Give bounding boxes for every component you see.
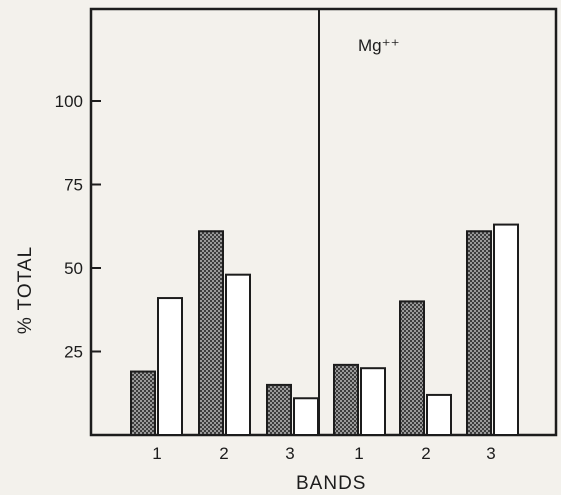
bar-open	[157, 297, 183, 436]
bar-open	[426, 393, 452, 437]
y-tick-label: 50	[64, 259, 83, 278]
bar-hatched	[333, 363, 359, 436]
plot-frame	[89, 7, 558, 437]
x-tick-label: 3	[486, 444, 495, 463]
x-axis-title: BANDS	[296, 473, 366, 494]
panel-annotation: Mg⁺⁺	[358, 36, 400, 55]
bar-open	[493, 223, 519, 436]
bar-hatched	[198, 230, 224, 436]
y-tick-label: 25	[64, 343, 83, 362]
bar-hatched	[399, 300, 425, 436]
bar-open	[293, 397, 319, 437]
y-axis-title: % TOTAL	[15, 246, 36, 334]
x-tick-label: 1	[152, 444, 161, 463]
x-tick-label: 2	[219, 444, 228, 463]
bar-hatched	[466, 230, 492, 436]
bar-hatched	[130, 370, 156, 437]
x-tick-label: 3	[285, 444, 294, 463]
x-tick-label: 1	[354, 444, 363, 463]
bar-hatched	[266, 383, 292, 436]
bar-open	[225, 273, 251, 436]
bar-open	[360, 367, 386, 437]
x-tick-label: 2	[421, 444, 430, 463]
y-tick-label: 75	[64, 176, 83, 195]
y-tick-label: 100	[55, 92, 83, 111]
